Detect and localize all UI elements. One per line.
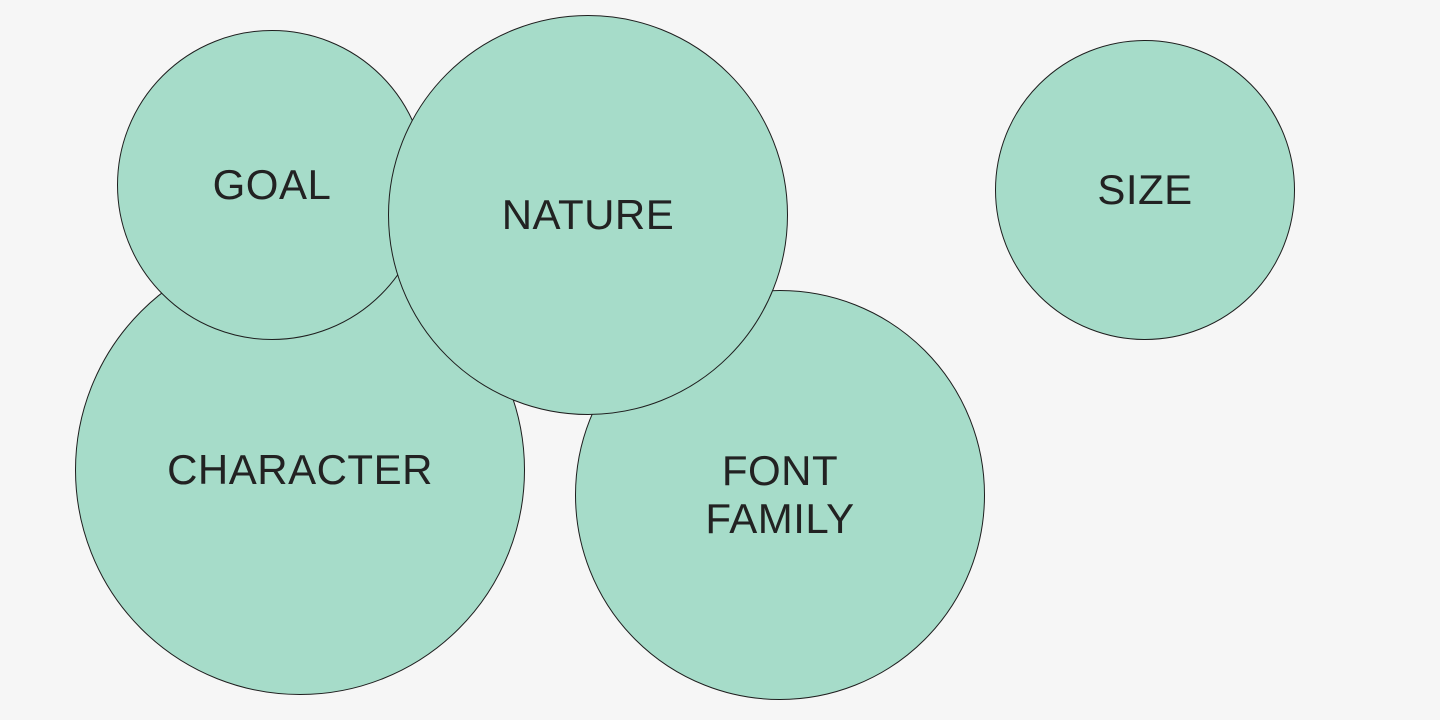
diagram-canvas: CHARACTER GOAL FONT FAMILY NATURE SIZE (0, 0, 1440, 720)
bubble-label-goal: GOAL (213, 161, 332, 209)
bubble-label-font-family: FONT FAMILY (705, 447, 854, 544)
bubble-nature: NATURE (388, 15, 788, 415)
bubble-label-character: CHARACTER (167, 446, 433, 494)
bubble-size: SIZE (995, 40, 1295, 340)
bubble-label-nature: NATURE (502, 191, 675, 239)
bubble-label-size: SIZE (1097, 166, 1192, 214)
bubble-goal: GOAL (117, 30, 427, 340)
